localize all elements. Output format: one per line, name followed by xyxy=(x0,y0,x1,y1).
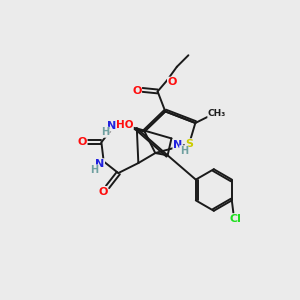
Text: H: H xyxy=(90,165,98,175)
Text: N: N xyxy=(173,140,182,150)
Text: Cl: Cl xyxy=(230,214,242,224)
Text: N: N xyxy=(107,121,116,131)
Text: O: O xyxy=(77,137,87,147)
Text: O: O xyxy=(132,86,142,96)
Text: N: N xyxy=(95,159,104,169)
Text: CH₃: CH₃ xyxy=(208,109,226,118)
Text: H: H xyxy=(180,146,188,156)
Text: O: O xyxy=(98,187,108,196)
Text: HO: HO xyxy=(116,120,133,130)
Text: O: O xyxy=(167,77,177,87)
Text: S: S xyxy=(185,139,193,149)
Text: H: H xyxy=(101,127,109,137)
